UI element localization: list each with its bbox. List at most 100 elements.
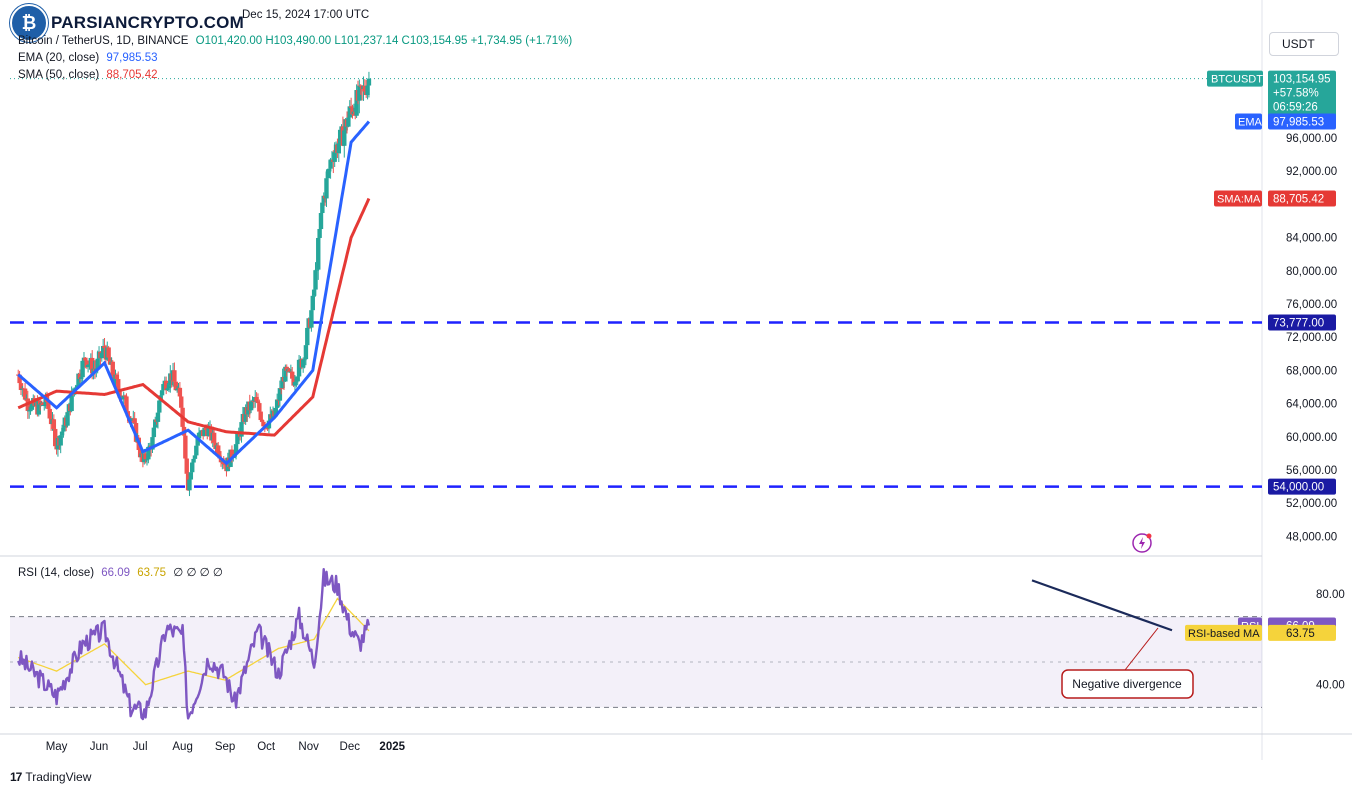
candle-body	[292, 382, 298, 386]
candle-body	[203, 427, 209, 430]
candle-body	[173, 381, 178, 391]
candle-body	[174, 388, 180, 391]
candle-body	[165, 388, 170, 391]
candle-body	[216, 445, 221, 456]
candle-body	[295, 376, 300, 382]
candle-body	[233, 444, 239, 455]
currency-selector[interactable]: USDT	[1269, 32, 1339, 56]
candle-body	[327, 168, 332, 172]
candle-body	[309, 310, 314, 328]
rsi-legend-extra: ∅ ∅ ∅ ∅	[173, 567, 223, 579]
candle-body	[47, 408, 52, 419]
ema-legend[interactable]: EMA (20, close) 97,985.53	[18, 52, 158, 64]
price-tick-label: 68,000.00	[1286, 365, 1337, 377]
candle-body	[179, 396, 184, 408]
time-tick-label: May	[46, 741, 68, 753]
tradingview-brand: 17 TradingView	[10, 770, 91, 784]
candle-body	[151, 427, 157, 438]
candle-body	[239, 422, 244, 437]
candle-body	[85, 364, 91, 368]
candle-body	[259, 420, 265, 422]
time-tick-label: Aug	[172, 741, 192, 753]
price-tick-label: 76,000.00	[1286, 299, 1337, 311]
candle-body	[177, 387, 183, 397]
divergence-pointer	[1124, 627, 1159, 671]
rsi-ma-legend-value: 63.75	[137, 567, 167, 579]
candle-body	[332, 152, 337, 162]
candle-body	[22, 388, 28, 400]
candle-body	[114, 374, 120, 380]
candle-body	[277, 388, 283, 401]
candle-body	[211, 432, 217, 443]
candle-body	[248, 401, 254, 411]
candle-body	[287, 369, 292, 372]
candle-body	[65, 412, 70, 426]
price-tick-label: 72,000.00	[1286, 332, 1337, 344]
price-tick-label: 84,000.00	[1286, 233, 1337, 245]
time-tick-label: Nov	[298, 741, 319, 753]
candle-body	[157, 400, 162, 413]
rsi-legend[interactable]: RSI (14, close) 66.09 63.75 ∅ ∅ ∅ ∅	[18, 565, 223, 579]
candle-body	[310, 295, 315, 311]
price-tick-label: 92,000.00	[1286, 166, 1337, 178]
candle-body	[84, 360, 89, 368]
time-tick-label: Dec	[340, 741, 361, 753]
candle-body	[87, 364, 92, 366]
candle-body	[37, 400, 43, 405]
candle-body	[18, 383, 24, 391]
candle-body	[117, 388, 122, 398]
candle-body	[184, 458, 189, 474]
btcusdt-price-tag	[1268, 70, 1336, 119]
price-tick-label: 48,000.00	[1286, 531, 1337, 543]
time-tick-label: Jun	[90, 741, 109, 753]
sma-name-label: SMA:MA	[1217, 194, 1261, 206]
lightning-icon	[1132, 533, 1152, 553]
ema-legend-value: 97,985.53	[106, 52, 158, 64]
candle-body	[61, 427, 66, 432]
candle-body	[296, 359, 302, 377]
candle-body	[99, 352, 104, 359]
key-level-label: 54,000.00	[1273, 482, 1324, 494]
candle-body	[74, 385, 80, 388]
candle-body	[243, 407, 248, 422]
time-tick-label: Jul	[133, 741, 148, 753]
symbol-header[interactable]: Bitcoin / TetherUS, 1D, BINANCE O101,420…	[18, 35, 572, 47]
candle-body	[90, 357, 95, 374]
candle-body	[190, 462, 195, 473]
candle-body	[51, 419, 57, 429]
candle-body	[161, 384, 166, 391]
rsi-tick-label: 40.00	[1316, 680, 1345, 692]
candle-body	[110, 361, 115, 377]
candle-body	[80, 360, 85, 378]
candle-body	[265, 428, 270, 430]
candle-body	[263, 426, 269, 429]
candle-body	[46, 402, 51, 409]
candle-body	[121, 395, 126, 400]
time-tick-label: Sep	[215, 741, 235, 753]
candle-body	[53, 428, 58, 447]
watermark-brand: PARSIANCRYPTO.COM	[51, 13, 244, 32]
rsi-tick-label: 80.00	[1316, 589, 1345, 601]
candle-body	[206, 427, 211, 437]
candle-body	[325, 171, 331, 179]
candle-body	[347, 106, 352, 118]
candle-body	[58, 435, 63, 446]
price-tick-label: 52,000.00	[1286, 498, 1337, 510]
candle-body	[40, 402, 46, 406]
rsi-ma-value-tag	[1268, 624, 1336, 641]
candle-body	[122, 395, 128, 397]
sma-legend[interactable]: SMA (50, close) 88,705.42	[18, 69, 158, 81]
candle-body	[146, 446, 151, 460]
divergence-note-box	[1061, 669, 1194, 699]
alert-dot-icon	[1146, 533, 1152, 539]
candle-body	[59, 431, 65, 436]
key-level-tag	[1268, 314, 1336, 331]
candle-body	[302, 359, 307, 361]
candle-body	[188, 472, 194, 480]
candle-body	[187, 479, 192, 491]
candle-body	[354, 90, 359, 116]
candle-body	[202, 427, 207, 437]
candle-body	[159, 390, 165, 396]
time-tick-label: 2025	[379, 741, 405, 753]
candle-body	[36, 400, 41, 415]
